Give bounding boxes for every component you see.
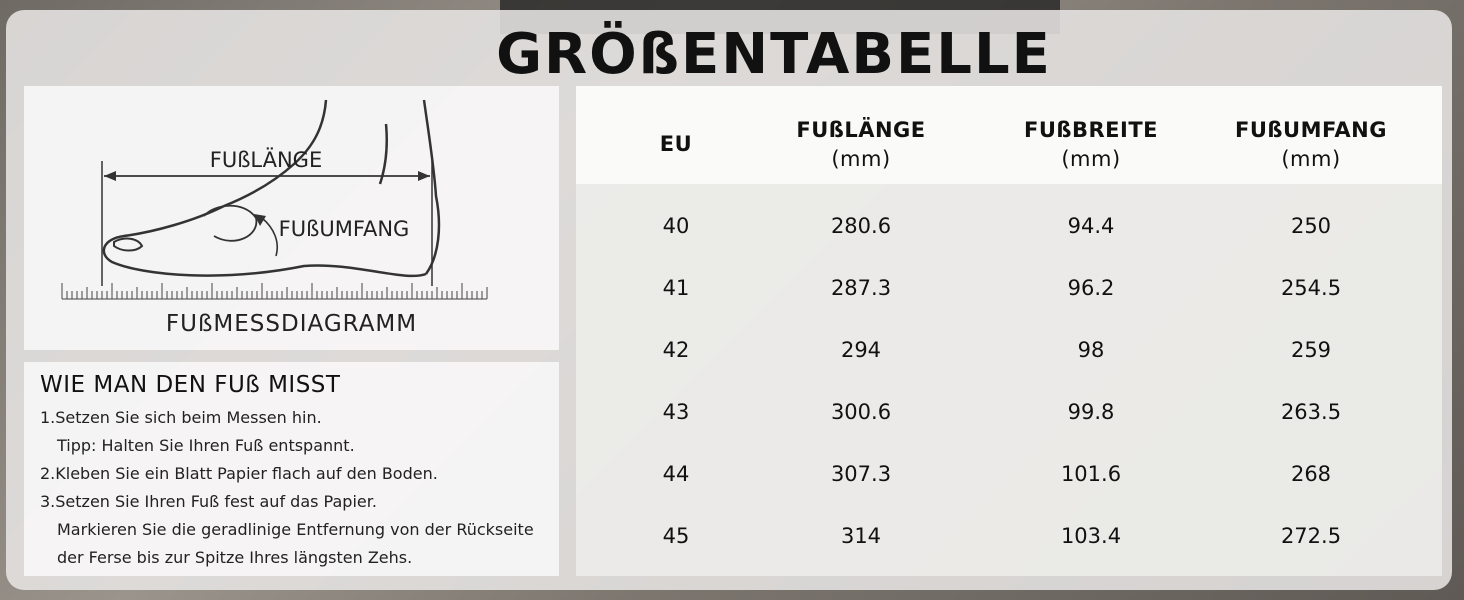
step-1: 1.Setzen Sie sich beim Messen hin. bbox=[40, 408, 322, 427]
table-row: 41 287.3 96.2 254.5 bbox=[576, 258, 1442, 320]
cell-width: 101.6 bbox=[1060, 462, 1122, 486]
heel-outline bbox=[422, 99, 441, 275]
how-to-measure: WIE MAN DEN FUß MISST 1.Setzen Sie sich … bbox=[24, 362, 559, 576]
foot-diagram: FUßLÄNGE FUßUMFANG FUßMESSDIAGRAMM bbox=[24, 86, 559, 350]
foot-sole-outline bbox=[102, 204, 427, 278]
size-chart-panel: GRÖßENTABELLE FUßLÄNGE FUßUMFANG bbox=[6, 10, 1452, 590]
step-3: 3.Setzen Sie Ihren Fuß fest auf das Papi… bbox=[40, 492, 377, 511]
cell-eu: 44 bbox=[662, 462, 690, 486]
cell-girth: 259 bbox=[1290, 338, 1332, 362]
table-row: 40 280.6 94.4 250 bbox=[576, 196, 1442, 258]
diagram-caption: FUßMESSDIAGRAMM bbox=[165, 311, 418, 337]
cell-length: 300.6 bbox=[830, 400, 892, 424]
step-2: 2.Kleben Sie ein Blatt Papier flach auf … bbox=[40, 464, 438, 483]
table-row: 42 294 98 259 bbox=[576, 320, 1442, 382]
step-1-tip: Tipp: Halten Sie Ihren Fuß entspannt. bbox=[57, 436, 355, 455]
cell-eu: 43 bbox=[662, 400, 690, 424]
cell-length: 307.3 bbox=[830, 462, 892, 486]
cell-length: 314 bbox=[840, 524, 882, 548]
cell-eu: 45 bbox=[662, 524, 690, 548]
cell-width: 103.4 bbox=[1060, 524, 1122, 548]
cell-width: 96.2 bbox=[1067, 276, 1115, 300]
header-foot-width: FUßBREITE (mm) bbox=[1023, 118, 1158, 171]
header-eu: EU bbox=[659, 132, 693, 156]
toe-nail bbox=[113, 237, 144, 252]
cell-length: 287.3 bbox=[830, 276, 892, 300]
cell-girth: 254.5 bbox=[1280, 276, 1342, 300]
cell-width: 94.4 bbox=[1067, 214, 1115, 238]
cell-girth: 268 bbox=[1290, 462, 1332, 486]
how-to-title: WIE MAN DEN FUß MISST bbox=[40, 372, 341, 398]
cell-eu: 41 bbox=[662, 276, 690, 300]
cell-girth: 272.5 bbox=[1280, 524, 1342, 548]
cell-width: 99.8 bbox=[1067, 400, 1115, 424]
size-table: EU FUßLÄNGE (mm) FUßBREITE (mm) FUßUMFAN… bbox=[576, 86, 1442, 576]
table-row: 43 300.6 99.8 263.5 bbox=[576, 382, 1442, 444]
table-header: EU FUßLÄNGE (mm) FUßBREITE (mm) FUßUMFAN… bbox=[576, 86, 1442, 184]
how-to-steps: 1.Setzen Sie sich beim Messen hin. Tipp:… bbox=[40, 404, 534, 572]
step-3-detail-2: der Ferse bis zur Spitze Ihres längsten … bbox=[57, 548, 413, 567]
cell-eu: 40 bbox=[662, 214, 690, 238]
cell-eu: 42 bbox=[662, 338, 690, 362]
header-foot-length: FUßLÄNGE (mm) bbox=[796, 118, 926, 171]
girth-arrow bbox=[261, 217, 278, 257]
cell-width: 98 bbox=[1077, 338, 1105, 362]
cell-length: 294 bbox=[840, 338, 882, 362]
cell-girth: 263.5 bbox=[1280, 400, 1342, 424]
length-label: FUßLÄNGE bbox=[210, 147, 322, 172]
cell-girth: 250 bbox=[1290, 214, 1332, 238]
ruler bbox=[61, 283, 488, 300]
table-row: 45 314 103.4 272.5 bbox=[576, 506, 1442, 568]
foot-illustration: FUßLÄNGE FUßUMFANG bbox=[61, 99, 488, 300]
leg-back-outline bbox=[378, 123, 388, 185]
leg-front-outline bbox=[223, 99, 328, 208]
cell-length: 280.6 bbox=[830, 214, 892, 238]
page-title: GRÖßENTABELLE bbox=[496, 22, 1052, 87]
table-row: 44 307.3 101.6 268 bbox=[576, 444, 1442, 506]
step-3-detail-1: Markieren Sie die geradlinige Entfernung… bbox=[57, 520, 534, 539]
girth-label: FUßUMFANG bbox=[279, 217, 410, 241]
header-foot-girth: FUßUMFANG (mm) bbox=[1235, 118, 1387, 171]
